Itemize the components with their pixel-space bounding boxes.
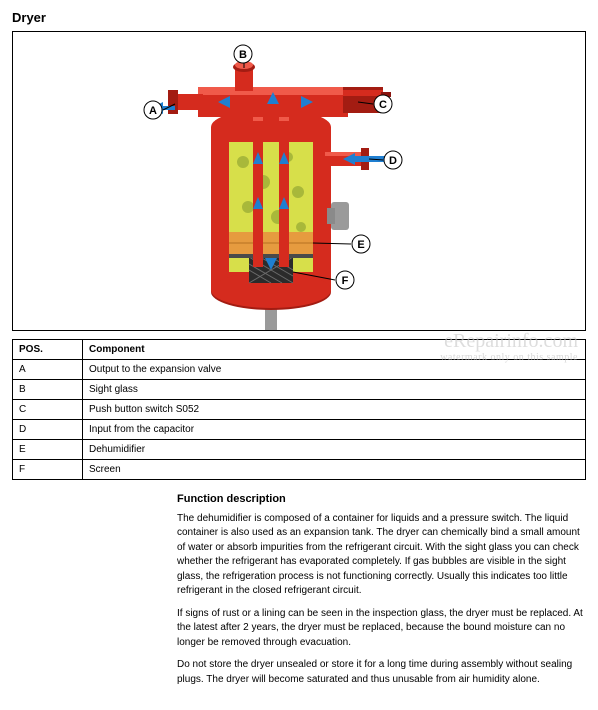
- cell-pos: A: [13, 360, 83, 380]
- cell-comp: Output to the expansion valve: [83, 360, 586, 380]
- table-row: D Input from the capacitor: [13, 420, 586, 440]
- cell-comp: Push button switch S052: [83, 400, 586, 420]
- table-row: F Screen: [13, 460, 586, 480]
- svg-text:B: B: [239, 49, 247, 61]
- cell-comp: Input from the capacitor: [83, 420, 586, 440]
- svg-text:A: A: [149, 105, 157, 117]
- cell-pos: D: [13, 420, 83, 440]
- table-row: B Sight glass: [13, 380, 586, 400]
- description-paragraph: Do not store the dryer unsealed or store…: [177, 658, 586, 687]
- table-row: E Dehumidifier: [13, 440, 586, 460]
- cell-pos: C: [13, 400, 83, 420]
- table-row: A Output to the expansion valve: [13, 360, 586, 380]
- cell-comp: Sight glass: [83, 380, 586, 400]
- cell-comp: Screen: [83, 460, 586, 480]
- dryer-diagram: A B C D E F: [12, 31, 586, 331]
- dryer-svg: A B C D E F: [13, 32, 586, 331]
- svg-text:F: F: [342, 275, 349, 287]
- component-table: POS. Component A Output to the expansion…: [12, 339, 586, 480]
- function-description: Function description The dehumidifier is…: [177, 492, 586, 687]
- description-paragraph: If signs of rust or a lining can be seen…: [177, 607, 586, 651]
- cell-pos: B: [13, 380, 83, 400]
- description-paragraph: The dehumidifier is composed of a contai…: [177, 512, 586, 599]
- table-header-pos: POS.: [13, 340, 83, 360]
- svg-text:D: D: [389, 155, 397, 167]
- page-title: Dryer: [12, 10, 586, 25]
- description-heading: Function description: [177, 492, 586, 508]
- table-row: C Push button switch S052: [13, 400, 586, 420]
- svg-text:E: E: [357, 239, 364, 251]
- cell-pos: F: [13, 460, 83, 480]
- svg-text:C: C: [379, 99, 387, 111]
- cell-pos: E: [13, 440, 83, 460]
- table-header-component: Component: [83, 340, 586, 360]
- cell-comp: Dehumidifier: [83, 440, 586, 460]
